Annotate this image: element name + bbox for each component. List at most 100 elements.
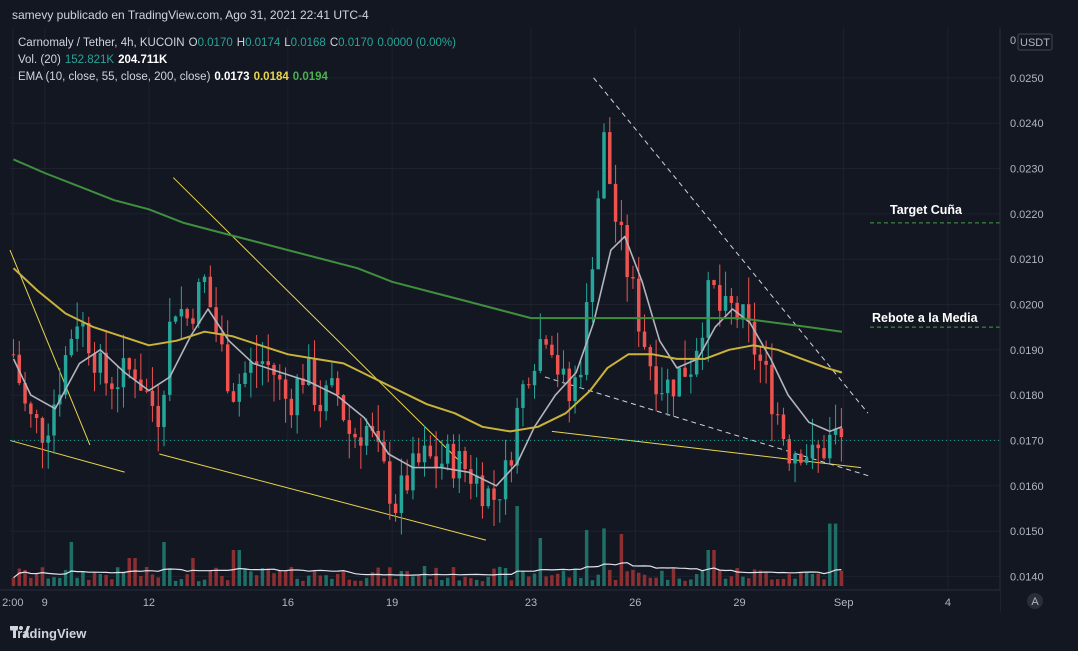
candle-body xyxy=(440,463,444,468)
candle-body xyxy=(770,364,774,415)
candle-body xyxy=(625,225,629,278)
candle-body xyxy=(237,383,241,402)
volume-bar xyxy=(793,578,797,586)
volume-bar xyxy=(318,575,323,586)
volume-bar xyxy=(63,570,68,586)
candle-body xyxy=(590,269,595,303)
candle-body xyxy=(52,404,56,436)
candle-body xyxy=(411,453,415,491)
low-label: L xyxy=(284,37,291,49)
volume-bar xyxy=(579,577,583,586)
volume-bar xyxy=(596,574,600,586)
volume-bar xyxy=(110,579,114,586)
volume-bar xyxy=(527,576,531,586)
volume-bar xyxy=(330,578,334,586)
candle-body xyxy=(417,453,421,463)
volume-bar xyxy=(58,577,62,586)
volume-bar xyxy=(364,577,369,586)
volume-bar xyxy=(590,580,595,586)
candle-body xyxy=(104,352,108,384)
tradingview-logo[interactable]: TradingView xyxy=(10,626,86,641)
candle-body xyxy=(289,398,294,416)
volume-bar xyxy=(422,566,427,586)
volume-bar xyxy=(260,568,265,586)
volume-bar xyxy=(729,576,734,586)
candle-body xyxy=(133,369,137,380)
candle-body xyxy=(555,355,560,375)
price-chart[interactable]: Target Cuña0.0218Rebote a la Media0.0195… xyxy=(0,28,1078,616)
tradingview-logo-icon xyxy=(10,626,30,638)
legend-low: L0.0168 xyxy=(284,35,326,52)
candle-body xyxy=(87,322,91,354)
volume-bar xyxy=(799,572,803,586)
volume-bar xyxy=(115,567,120,586)
volume-bar xyxy=(613,579,618,586)
volume-bar xyxy=(40,567,45,586)
volume-bar xyxy=(162,542,166,586)
candle-body xyxy=(729,295,734,303)
candle-body xyxy=(689,374,693,377)
candle-body xyxy=(399,475,404,514)
candle-body xyxy=(781,414,786,440)
volume-bar xyxy=(87,579,91,586)
rebote-annotation: Rebote a la Media xyxy=(872,311,979,325)
volume-bar xyxy=(723,578,728,586)
legend-high: H0.0174 xyxy=(237,35,281,52)
volume-bar xyxy=(445,577,450,586)
volume-value-1: 152.821K xyxy=(64,54,115,66)
volume-bar xyxy=(92,571,97,586)
candle-body xyxy=(602,132,606,199)
candle-body xyxy=(584,302,589,375)
candle-body xyxy=(735,302,739,320)
candle-body xyxy=(723,295,728,311)
volume-bar xyxy=(584,530,589,586)
candle-body xyxy=(179,308,184,317)
volume-bar xyxy=(781,578,786,586)
volume-bar xyxy=(23,569,27,586)
candle-body xyxy=(173,316,178,322)
volume-bar xyxy=(550,575,554,586)
candle-body xyxy=(804,458,809,463)
volume-bar xyxy=(376,567,380,586)
trendline-group xyxy=(9,77,872,541)
candle-body xyxy=(474,475,479,484)
candle-body xyxy=(637,278,641,332)
candle-body xyxy=(712,280,716,286)
candle-body xyxy=(527,384,531,386)
candle-body xyxy=(503,460,508,500)
candle-body xyxy=(683,367,687,377)
volume-bar xyxy=(810,573,815,586)
close-value: 0.0170 xyxy=(338,37,374,49)
volume-bar xyxy=(764,572,768,586)
candle-body xyxy=(330,378,334,386)
close-label: C xyxy=(329,37,339,49)
candle-body xyxy=(162,394,166,428)
candle-body xyxy=(168,321,172,395)
candle-body xyxy=(660,393,664,395)
volume-bar xyxy=(191,558,195,586)
volume-bar xyxy=(283,570,288,586)
candle-body xyxy=(150,390,155,406)
volume-bar xyxy=(168,569,172,586)
volume-bar xyxy=(353,580,357,586)
ema-lines xyxy=(12,158,843,487)
candle-body xyxy=(231,391,236,402)
volume-bar xyxy=(625,571,629,586)
volume-bar xyxy=(561,570,566,586)
candle-body xyxy=(613,183,618,222)
candle-body xyxy=(23,383,27,404)
chart-area[interactable]: Target Cuña0.0218Rebote a la Media0.0195… xyxy=(0,28,1078,616)
candle-body xyxy=(706,280,710,338)
candle-body xyxy=(324,385,328,412)
volume-bar xyxy=(46,578,50,586)
candle-body xyxy=(677,367,681,397)
volume-bar xyxy=(144,566,149,586)
candle-body xyxy=(208,276,213,308)
price-tick-label: 0.0180 xyxy=(1010,390,1044,402)
candle-body xyxy=(376,430,380,442)
volume-bar xyxy=(804,572,809,586)
volume-histogram xyxy=(11,506,844,586)
volume-bar xyxy=(654,577,658,586)
candle-body xyxy=(17,354,21,384)
candle-body xyxy=(428,445,433,457)
